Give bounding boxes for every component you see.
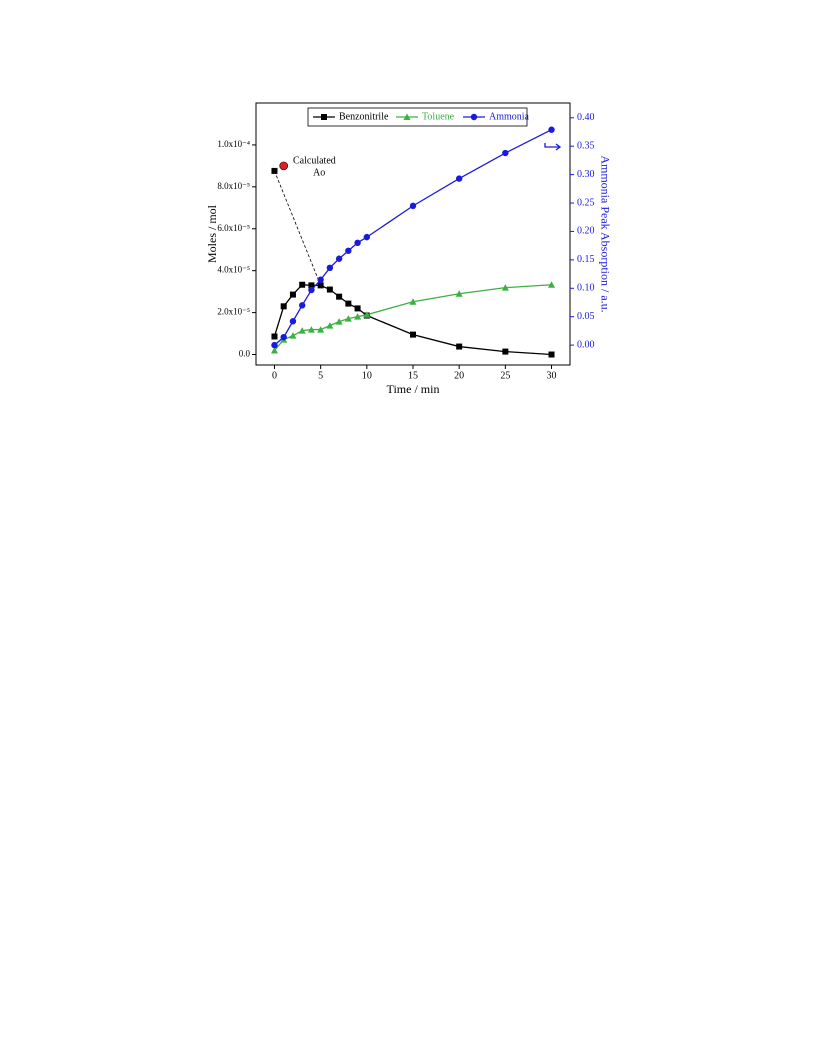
marker bbox=[363, 311, 371, 318]
annotation-text: Ao bbox=[313, 167, 325, 178]
marker bbox=[289, 332, 297, 339]
marker bbox=[548, 126, 555, 133]
legend-label: Benzonitrile bbox=[339, 111, 389, 122]
marker bbox=[335, 318, 343, 325]
marker bbox=[403, 113, 411, 120]
y2-tick-label: 0.40 bbox=[577, 112, 595, 123]
marker bbox=[455, 290, 463, 297]
marker bbox=[502, 149, 509, 157]
y-tick-label: 0.0 bbox=[239, 349, 251, 359]
y2-tick-label: 0.05 bbox=[577, 311, 595, 322]
marker bbox=[289, 291, 296, 298]
marker bbox=[548, 281, 556, 288]
marker bbox=[345, 247, 352, 254]
y2-tick-label: 0.30 bbox=[577, 169, 595, 180]
annotation-connector bbox=[274, 170, 322, 286]
marker bbox=[271, 167, 278, 174]
legend-box bbox=[307, 107, 528, 127]
series-line bbox=[273, 284, 552, 351]
marker bbox=[321, 114, 327, 120]
marker bbox=[354, 313, 362, 320]
marker bbox=[270, 347, 278, 354]
marker bbox=[308, 286, 315, 294]
marker bbox=[344, 315, 352, 322]
legend-label: Ammonia bbox=[489, 111, 530, 122]
marker bbox=[409, 298, 417, 305]
marker bbox=[299, 281, 306, 288]
y-tick-label: 8.0x10⁻⁵ bbox=[217, 181, 250, 191]
x-tick-label: 20 bbox=[454, 370, 464, 381]
y-tick-label: 1.0x10⁻⁴ bbox=[217, 139, 250, 149]
y2-tick-label: 0.25 bbox=[577, 197, 595, 208]
x-tick-label: 30 bbox=[547, 370, 557, 381]
y-tick-label: 4.0x10⁻⁵ bbox=[217, 265, 250, 275]
y2-tick-label: 0.15 bbox=[577, 254, 595, 265]
marker bbox=[307, 326, 315, 333]
plot-frame bbox=[255, 102, 571, 366]
x-tick-label: 15 bbox=[408, 370, 418, 381]
marker bbox=[317, 276, 324, 283]
marker bbox=[271, 333, 278, 340]
marker bbox=[298, 327, 306, 334]
marker bbox=[326, 286, 333, 293]
marker bbox=[354, 305, 361, 312]
y2-tick-label: 0.00 bbox=[577, 339, 595, 350]
marker bbox=[271, 341, 278, 349]
y2-tick-label: 0.10 bbox=[577, 283, 595, 294]
y-axis-label: Moles / mol bbox=[205, 204, 219, 263]
marker bbox=[455, 175, 463, 182]
marker bbox=[326, 322, 334, 329]
marker bbox=[336, 293, 343, 300]
marker bbox=[280, 303, 287, 310]
marker bbox=[548, 351, 555, 358]
y-tick-label: 2.0x10⁻⁵ bbox=[217, 307, 250, 317]
x-tick-label: 0 bbox=[272, 370, 277, 381]
marker bbox=[280, 333, 287, 341]
y-tick-label: 6.0x10⁻⁵ bbox=[217, 223, 250, 233]
annotation-text: Calculated bbox=[293, 155, 336, 166]
x-axis-label: Time / min bbox=[387, 382, 440, 396]
x-tick-label: 25 bbox=[500, 370, 510, 381]
marker bbox=[409, 202, 417, 210]
y2-axis-label: Ammonia Peak Absorption / a.u. bbox=[598, 155, 612, 312]
marker bbox=[345, 300, 352, 307]
marker bbox=[298, 302, 306, 309]
marker bbox=[317, 282, 324, 289]
y2-tick-label: 0.35 bbox=[577, 140, 595, 151]
marker bbox=[354, 239, 361, 247]
y2-tick-label: 0.20 bbox=[577, 226, 595, 237]
marker bbox=[470, 113, 478, 121]
marker bbox=[502, 348, 509, 355]
marker bbox=[456, 343, 463, 350]
marker bbox=[363, 233, 371, 241]
legend-label: Toluene bbox=[422, 111, 455, 122]
marker bbox=[410, 331, 416, 338]
marker bbox=[317, 326, 325, 333]
marker bbox=[335, 255, 343, 262]
x-tick-label: 5 bbox=[318, 370, 323, 381]
marker bbox=[326, 264, 334, 272]
axis-arrow bbox=[544, 143, 562, 151]
marker bbox=[501, 284, 509, 291]
marker bbox=[308, 282, 315, 289]
x-tick-label: 10 bbox=[362, 370, 372, 381]
series-line bbox=[273, 284, 552, 356]
marker bbox=[289, 318, 297, 325]
annotation-point bbox=[279, 161, 289, 171]
